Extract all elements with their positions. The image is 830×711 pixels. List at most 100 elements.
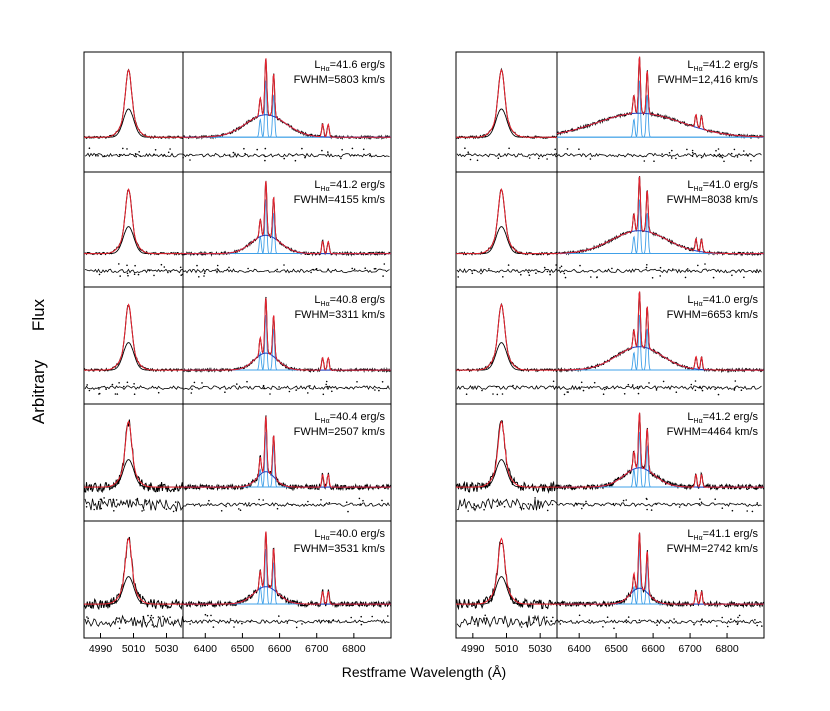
residual-point — [295, 389, 298, 391]
residual-point — [332, 619, 335, 621]
residual-point — [382, 275, 384, 277]
residual-point — [627, 616, 630, 618]
x-tick-label: 6500 — [231, 643, 255, 655]
residual-point — [733, 148, 736, 151]
residual-point — [381, 381, 384, 383]
residual-point — [590, 276, 592, 278]
residual-point — [160, 263, 163, 266]
residual-point — [362, 499, 364, 502]
residual-point — [122, 147, 124, 150]
residual-point — [566, 148, 569, 150]
oiii-observed-spectrum — [83, 536, 184, 611]
residual-point — [174, 501, 177, 503]
luminosity-symbol: L — [687, 59, 693, 71]
residual-point — [537, 157, 540, 160]
residual-point — [503, 505, 506, 508]
x-tick-label: 6500 — [604, 643, 628, 655]
residual-point — [627, 383, 630, 386]
fit-residuals — [456, 268, 762, 274]
residual-point — [118, 153, 121, 156]
residual-point — [301, 147, 303, 150]
residual-point — [735, 621, 737, 623]
halpha-model-fit — [557, 412, 764, 488]
luminosity-symbol: L — [314, 59, 320, 71]
residual-point — [97, 155, 99, 157]
luminosity-symbol: L — [314, 411, 320, 423]
residual-point — [165, 508, 168, 511]
residual-point — [143, 509, 145, 511]
residual-point — [691, 149, 694, 152]
residual-point — [761, 625, 763, 627]
residual-point — [698, 503, 700, 505]
x-tick-label: 4990 — [461, 643, 485, 655]
fit-residuals — [84, 152, 390, 158]
residual-point — [151, 624, 154, 626]
residual-point — [99, 498, 102, 501]
halpha-model-fit — [557, 176, 764, 255]
residual-point — [717, 393, 720, 396]
residual-point — [736, 156, 739, 158]
residual-point — [563, 272, 566, 275]
residual-point — [312, 269, 315, 271]
residual-point — [167, 151, 170, 154]
residual-point — [721, 156, 724, 159]
residual-point — [136, 497, 139, 500]
luminosity-value: =40.4 erg/s — [330, 411, 386, 423]
residual-point — [269, 393, 271, 395]
halpha-narrow-component — [183, 314, 391, 371]
residual-point — [737, 616, 739, 619]
residual-point — [582, 505, 585, 507]
residual-point — [320, 499, 322, 501]
residual-point — [638, 386, 641, 388]
luminosity-annotation: LHα=41.6 erg/s — [314, 59, 385, 73]
residual-point — [733, 387, 736, 389]
residual-point — [492, 393, 494, 395]
x-tick-label: 6800 — [342, 643, 366, 655]
residual-point — [87, 617, 89, 620]
halpha-narrow-component — [183, 235, 391, 255]
residual-point — [532, 616, 534, 619]
residual-point — [229, 618, 232, 620]
residual-point — [646, 264, 648, 266]
residual-point — [476, 159, 479, 162]
residual-point — [605, 387, 608, 390]
residual-point — [378, 389, 380, 392]
oiii-model-fit — [456, 537, 557, 605]
halpha-model-fit — [556, 56, 764, 138]
residual-point — [325, 383, 328, 386]
x-tick-label: 6600 — [641, 643, 665, 655]
residual-point — [480, 272, 482, 275]
residual-point — [118, 382, 120, 384]
oiii-model-fit — [84, 68, 183, 138]
residual-point — [291, 504, 293, 507]
residual-point — [471, 386, 474, 388]
ylabel-flux: Flux — [29, 298, 48, 331]
oiii-observed-spectrum — [83, 68, 184, 140]
luminosity-value: =41.1 erg/s — [703, 528, 759, 540]
residual-point — [653, 160, 655, 162]
residual-point — [496, 505, 499, 508]
residual-point — [239, 509, 242, 512]
residual-point — [133, 393, 136, 396]
residual-point — [360, 615, 363, 618]
halpha-model-fit — [183, 297, 391, 371]
oiii-observed-spectrum — [83, 419, 184, 493]
residual-point — [182, 156, 184, 159]
luminosity-annotation: LHα=41.1 erg/s — [687, 528, 758, 542]
fit-residuals — [456, 498, 762, 512]
residual-point — [512, 384, 514, 387]
luminosity-subscript: Hα — [321, 301, 330, 308]
residual-point — [228, 266, 230, 269]
residual-point — [467, 510, 470, 512]
residual-point — [133, 273, 136, 276]
luminosity-subscript: Hα — [694, 186, 703, 193]
residual-point — [467, 151, 470, 153]
residual-point — [507, 264, 510, 266]
residual-point — [528, 157, 531, 159]
